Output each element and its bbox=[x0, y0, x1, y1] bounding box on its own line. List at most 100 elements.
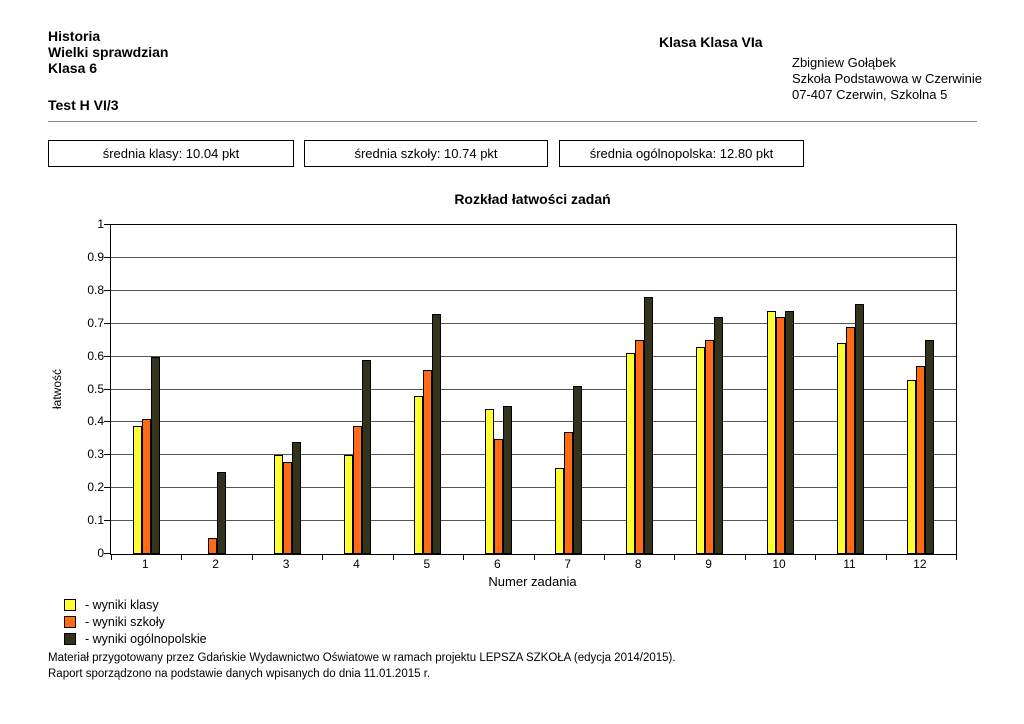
bar-wyniki-szkoły-4 bbox=[352, 425, 362, 554]
bar-group-6 bbox=[463, 225, 533, 554]
x-tick-label: 2 bbox=[212, 557, 219, 571]
class-label: Klasa Klasa VIa bbox=[659, 34, 763, 50]
bar-wyniki-ogólnopolskie-10 bbox=[784, 310, 794, 554]
bar-wyniki-klasy-7 bbox=[555, 468, 565, 554]
x-tick-mark bbox=[251, 555, 253, 560]
header-divider bbox=[48, 121, 977, 122]
bar-group-12 bbox=[886, 225, 956, 554]
legend-row-1: - wyniki szkoły bbox=[64, 614, 207, 630]
y-tick-label: 1 bbox=[97, 217, 104, 231]
bars-container bbox=[111, 225, 956, 554]
bar-wyniki-ogólnopolskie-12 bbox=[925, 340, 935, 554]
bar-wyniki-ogólnopolskie-8 bbox=[643, 297, 653, 554]
y-tick-label: 0.6 bbox=[87, 348, 104, 363]
bar-wyniki-szkoły-3 bbox=[282, 461, 292, 554]
legend-label: - wyniki szkoły bbox=[85, 615, 165, 629]
y-tick-mark bbox=[104, 388, 110, 390]
x-tick-label: 7 bbox=[564, 557, 572, 571]
footer-line-1: Materiał przygotowany przez Gdańskie Wyd… bbox=[48, 652, 676, 664]
bar-wyniki-klasy-4 bbox=[343, 455, 353, 554]
gridline bbox=[111, 454, 956, 456]
bar-wyniki-klasy-6 bbox=[484, 409, 494, 554]
x-tick-label: 4 bbox=[353, 557, 360, 571]
x-tick-mark bbox=[111, 555, 112, 560]
bar-wyniki-ogólnopolskie-3 bbox=[291, 442, 301, 554]
bar-group-9 bbox=[674, 225, 744, 554]
bar-group-10 bbox=[745, 225, 815, 554]
x-tick-label: 6 bbox=[493, 557, 501, 571]
bar-wyniki-szkoły-12 bbox=[916, 366, 926, 554]
y-tick-label: 0.3 bbox=[87, 447, 104, 462]
header-left: Historia Wielki sprawdzian Klasa 6 bbox=[48, 28, 168, 76]
gridline bbox=[111, 256, 956, 258]
legend-swatch-icon bbox=[64, 633, 76, 645]
legend-row-2: - wyniki ogólnopolskie bbox=[64, 631, 207, 647]
bar-wyniki-klasy-10 bbox=[766, 310, 776, 554]
bar-wyniki-ogólnopolskie-7 bbox=[573, 386, 583, 554]
bar-wyniki-ogólnopolskie-6 bbox=[502, 405, 512, 554]
y-tick-label: 0.9 bbox=[87, 249, 104, 264]
legend-label: - wyniki ogólnopolskie bbox=[85, 632, 207, 646]
y-tick-mark bbox=[104, 421, 110, 423]
bar-wyniki-szkoły-9 bbox=[705, 340, 715, 554]
y-tick-mark bbox=[104, 224, 110, 225]
bar-wyniki-klasy-11 bbox=[836, 343, 846, 554]
x-tick-label: 9 bbox=[705, 557, 712, 571]
y-tick-mark bbox=[104, 487, 110, 489]
legend-swatch-icon bbox=[64, 599, 76, 611]
x-tick-mark bbox=[744, 555, 746, 560]
x-tick-label: 12 bbox=[913, 557, 927, 571]
grade-title: Klasa 6 bbox=[48, 60, 98, 76]
school-name: Szkoła Podstawowa w Czerwinie bbox=[792, 71, 983, 86]
bar-group-7 bbox=[534, 225, 604, 554]
bar-wyniki-szkoły-7 bbox=[564, 432, 574, 554]
y-tick-mark bbox=[104, 355, 110, 357]
x-tick-mark bbox=[815, 555, 817, 560]
x-tick-label: 10 bbox=[772, 557, 786, 571]
x-tick-mark bbox=[956, 555, 957, 560]
x-axis-title: Numer zadania bbox=[488, 574, 577, 589]
footer-line-2: Raport sporządzono na podstawie danych w… bbox=[48, 668, 431, 680]
gridline bbox=[111, 388, 956, 390]
bar-wyniki-klasy-9 bbox=[696, 346, 706, 554]
y-tick-label: 0.4 bbox=[87, 414, 104, 429]
bar-wyniki-szkoły-5 bbox=[423, 369, 433, 554]
y-tick-mark bbox=[104, 322, 110, 324]
bar-wyniki-ogólnopolskie-9 bbox=[714, 317, 724, 554]
teacher-name: Zbigniew Gołąbek bbox=[792, 55, 897, 70]
gridline bbox=[111, 520, 956, 522]
bar-group-11 bbox=[815, 225, 885, 554]
y-axis-labels: 0 0.1 0.2 0.3 0.4 0.5 0.6 0.7 0.8 0.9 1 bbox=[70, 217, 104, 560]
bar-wyniki-szkoły-8 bbox=[634, 340, 644, 554]
bar-wyniki-klasy-3 bbox=[273, 455, 283, 554]
x-tick-label: 11 bbox=[843, 557, 856, 571]
bar-wyniki-klasy-1 bbox=[132, 425, 142, 554]
plot-area bbox=[104, 224, 957, 560]
bar-wyniki-szkoły-10 bbox=[775, 317, 785, 554]
bar-group-4 bbox=[322, 225, 392, 554]
y-tick-mark bbox=[104, 520, 110, 522]
gridline bbox=[111, 421, 956, 423]
legend-label: - wyniki klasy bbox=[85, 598, 159, 612]
school-address-block: Zbigniew Gołąbek Szkoła Podstawowa w Cze… bbox=[792, 55, 982, 103]
bar-wyniki-szkoły-6 bbox=[493, 438, 503, 554]
x-tick-mark bbox=[674, 555, 676, 560]
y-tick-label: 0 bbox=[97, 546, 104, 560]
bar-group-8 bbox=[604, 225, 674, 554]
y-tick-label: 0.2 bbox=[87, 480, 104, 495]
x-tick-label: 5 bbox=[423, 557, 431, 571]
class-average-box: średnia klasy: 10.04 pkt bbox=[48, 140, 294, 167]
x-tick-mark bbox=[463, 555, 465, 560]
footer: Materiał przygotowany przez Gdańskie Wyd… bbox=[48, 650, 676, 682]
national-average-box: średnia ogólnopolska: 12.80 pkt bbox=[559, 140, 804, 167]
exam-title: Wielki sprawdzian bbox=[48, 44, 169, 60]
bar-wyniki-szkoły-2 bbox=[207, 537, 217, 554]
y-tick-label: 0.1 bbox=[87, 513, 104, 528]
y-axis-title: łatwość bbox=[50, 368, 64, 410]
x-tick-mark bbox=[885, 555, 887, 560]
bar-wyniki-ogólnopolskie-5 bbox=[432, 313, 442, 554]
school-address: 07-407 Czerwin, Szkolna 5 bbox=[792, 87, 948, 102]
bar-wyniki-ogólnopolskie-1 bbox=[150, 356, 160, 554]
bar-wyniki-szkoły-11 bbox=[845, 327, 855, 554]
test-code: Test H VI/3 bbox=[48, 97, 119, 113]
